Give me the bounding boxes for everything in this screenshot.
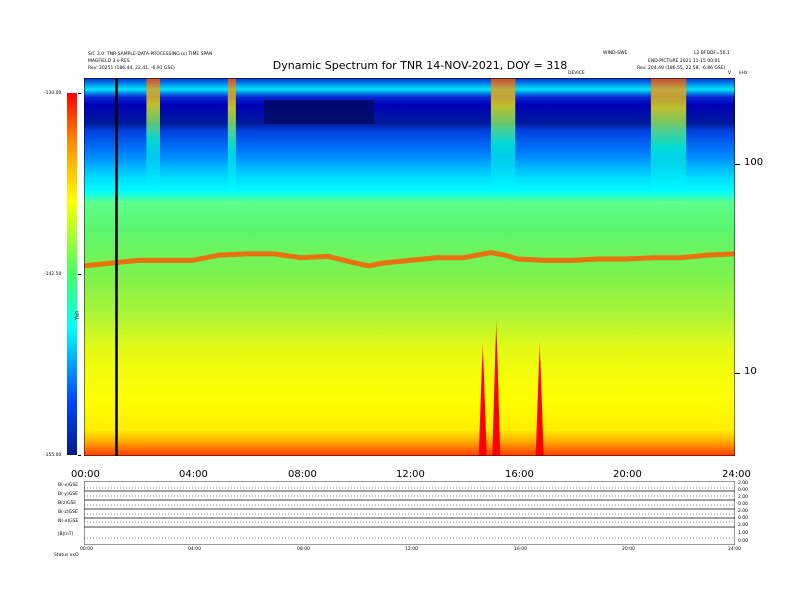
dark-band: [264, 100, 374, 124]
header-corner-khz: kHz: [739, 71, 748, 76]
colorbar-label-top: -130.00: [44, 91, 62, 96]
spectrum-background: [84, 78, 735, 456]
panel-row-label-1: B(-y)GSE: [58, 492, 78, 497]
panel-x-tick-6: 24:00: [728, 547, 741, 552]
y-tick-100: [735, 164, 740, 165]
burst-2: [490, 78, 516, 189]
header-left-line2: MAGFIELD 3 s-RES: [88, 59, 130, 64]
panel-x-tick-2: 08:00: [297, 547, 310, 552]
panel-traces: [84, 487, 735, 539]
colorbar-tick-top: [78, 93, 81, 94]
header-left-line3: Rev: 20251 (186.44, 22.41, -6.91 GSE): [88, 66, 175, 71]
panel-row-label-5: |B|(nT): [58, 532, 74, 537]
header-top-right-code: L2 BFDDF=50.1: [694, 51, 730, 56]
panel-right-tick-4: 2.00: [738, 509, 749, 514]
lower-data-panel: [84, 481, 735, 545]
burst-1: [227, 78, 236, 195]
burst-3: [650, 78, 687, 195]
panel-x-tick-5: 20:00: [622, 547, 635, 552]
panel-right-tick-2: 2.00: [738, 495, 749, 500]
panel-right-tick-8: 0.00: [738, 539, 749, 544]
y-tick-label-100: 100: [744, 157, 764, 168]
colorbar: [67, 93, 77, 455]
x-tick-label-5: 20:00: [613, 469, 642, 480]
panel-x-tick-1: 04:00: [188, 547, 201, 552]
spike-0: [478, 341, 487, 456]
spectrogram: [84, 78, 735, 456]
panel-x-tick-4: 16:00: [514, 547, 527, 552]
header-left-line1: S/C 2.0: TNR-SAMPLE-DATA-PROCESSING (s) …: [88, 52, 213, 57]
spike-1: [492, 318, 501, 456]
header-right-line1: WIND-SWE: [603, 51, 628, 56]
panel-right-tick-3: 0.00: [738, 502, 749, 507]
panel-row-label-4: N(-x)GSE: [58, 519, 79, 524]
x-tick-label-1: 04:00: [179, 469, 208, 480]
colorbar-tick-bottom: [78, 455, 81, 456]
panel-footer: Status xxO: [54, 553, 79, 558]
panel-right-tick-5: 0.00: [738, 516, 749, 521]
burst-0: [146, 78, 160, 185]
bursts-layer: [146, 78, 687, 195]
y-tick-10: [735, 373, 740, 374]
panel-x-tick-3: 12:00: [405, 547, 418, 552]
y-tick-label-10: 10: [744, 366, 757, 377]
colorbar-label-mid: -142.50: [44, 272, 62, 277]
panel-x-tick-0: 00:00: [80, 547, 93, 552]
panel-row-label-0: B(-x)GSE: [58, 483, 79, 488]
panel-right-tick-6: 2.00: [738, 523, 749, 528]
colorbar-title: TNR: [76, 310, 81, 320]
spike-2: [535, 341, 544, 456]
chart-title: Dynamic Spectrum for TNR 14-NOV-2021, DO…: [272, 59, 568, 72]
x-tick-label-4: 16:00: [505, 469, 534, 480]
panel-row-label-2: B(z)GSE: [58, 501, 77, 506]
panel-right-tick-0: 2.00: [738, 481, 749, 486]
header-mid-label: DEVICE: [568, 71, 585, 76]
panel-right-tick-7: 1.00: [738, 531, 749, 536]
x-tick-label-6: 24:00: [722, 469, 751, 480]
colorbar-label-bottom: -155.00: [44, 453, 62, 458]
header-right-line2: END-PICTURE 2021 11-15 00:01: [648, 59, 721, 64]
panel-right-tick-1: 0.00: [738, 488, 749, 493]
plasma-line: [84, 250, 735, 269]
spikes-layer: [478, 318, 544, 456]
header-corner-v: V: [728, 71, 732, 76]
x-tick-label-3: 12:00: [396, 469, 425, 480]
x-tick-label-2: 08:00: [288, 469, 317, 480]
panel-row-label-3: B(-z)GSE: [58, 510, 78, 515]
colorbar-tick-mid: [78, 274, 81, 275]
header-right-line3: Rev: 204.49 (186.55, 22.58, -6.86 GSE): [637, 66, 726, 71]
x-tick-label-0: 00:00: [71, 469, 100, 480]
